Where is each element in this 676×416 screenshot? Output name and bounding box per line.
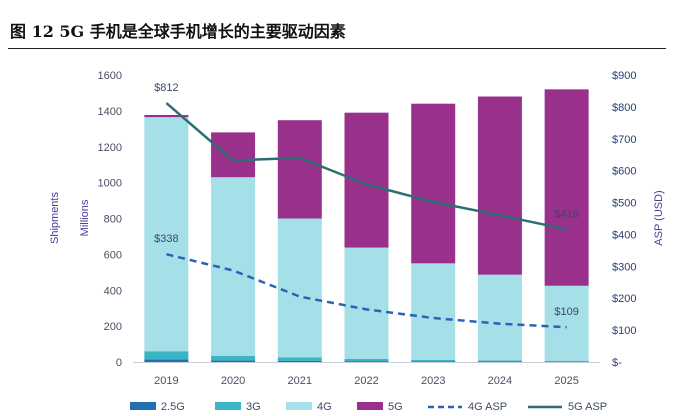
x-tick-label: 2021 (288, 375, 312, 387)
x-tick-label: 2020 (221, 375, 245, 387)
bar-4g-2019 (144, 117, 189, 352)
bar-5g-2020 (211, 132, 256, 178)
bar-4g-2025 (544, 285, 589, 361)
bar-2-5g-2024 (477, 361, 522, 362)
x-tick-label: 2019 (154, 375, 178, 387)
left-tick-label: 600 (104, 249, 122, 261)
bar-3g-2019 (144, 351, 189, 360)
legend-label: 5G ASP (568, 401, 607, 413)
bar-5g-2023 (411, 103, 456, 264)
right-tick-label: $100 (612, 325, 636, 337)
x-tick-label: 2022 (354, 375, 378, 387)
bar-4g-2024 (477, 274, 522, 361)
right-tick-label: $200 (612, 293, 636, 305)
left-tick-label: 1000 (98, 178, 122, 190)
bar-5g-2022 (344, 112, 389, 248)
x-tick-label: 2025 (554, 375, 578, 387)
x-tick-label: 2023 (421, 375, 445, 387)
legend-label: 3G (246, 401, 261, 413)
bar-2-5g-2022 (344, 361, 389, 362)
bar-3g-2025 (544, 360, 589, 362)
legend-label: 2.5G (161, 401, 185, 413)
right-tick-label: $900 (612, 70, 636, 82)
bar-5g-2025 (544, 89, 589, 286)
right-tick-label: $- (612, 357, 622, 369)
right-tick-label: $400 (612, 229, 636, 241)
left-tick-label: 400 (104, 285, 122, 297)
y-axis-title-right: ASP (USD) (653, 190, 665, 245)
bar-2-5g-2020 (211, 360, 256, 362)
bar-5g-2019 (144, 115, 189, 118)
left-tick-label: 800 (104, 214, 122, 226)
right-tick-label: $700 (612, 134, 636, 146)
bar-3g-2022 (344, 358, 389, 362)
right-tick-label: $300 (612, 261, 636, 273)
bar-3g-2021 (277, 357, 322, 361)
data-label: $416 (554, 208, 578, 220)
legend-swatch (286, 402, 312, 410)
bars (144, 89, 589, 362)
axes: 0 200 400 600 800 1000 1200 1400 1600 $- $100 $200 $… (49, 70, 665, 387)
bar-2-5g-2023 (411, 361, 456, 362)
left-tick-label: 200 (104, 321, 122, 333)
y-axis-title-left-2: Millions (79, 199, 91, 236)
data-label: $812 (154, 82, 178, 94)
bar-2-5g-2019 (144, 359, 189, 362)
bar-4g-2021 (277, 218, 322, 358)
legend-swatch (215, 402, 241, 410)
legend-label: 4G ASP (468, 401, 507, 413)
title-rule (8, 48, 666, 49)
legend-swatch (357, 402, 383, 410)
left-tick-label: 1600 (98, 70, 122, 82)
bar-4g-2022 (344, 247, 389, 359)
bar-3g-2024 (477, 360, 522, 362)
right-tick-label: $800 (612, 102, 636, 114)
data-labels: $812 $416 $338 $109 (154, 82, 579, 318)
x-tick-label: 2024 (488, 375, 512, 387)
bar-2-5g-2021 (277, 360, 322, 362)
left-tick-label: 1200 (98, 142, 122, 154)
bar-3g-2020 (211, 355, 256, 361)
right-tick-label: $500 (612, 198, 636, 210)
line-5g-asp (165, 102, 567, 231)
bar-3g-2023 (411, 359, 456, 362)
legend-label: 5G (388, 401, 403, 413)
legend-label: 4G (317, 401, 332, 413)
data-label: $109 (554, 306, 578, 318)
figure-title: 图 12 5G 手机是全球手机增长的主要驱动因素 (10, 22, 346, 41)
y-axis-title-left-1: Shipments (49, 192, 61, 244)
left-tick-label: 0 (116, 357, 122, 369)
legend-swatch (130, 402, 156, 410)
asp-lines (165, 102, 567, 329)
line-4g-asp (166, 252, 567, 329)
legend: 2.5G 3G 4G 5G 4G ASP 5G ASP (130, 401, 607, 413)
bar-4g-2023 (411, 263, 456, 360)
bar-5g-2024 (477, 96, 522, 275)
left-tick-label: 1400 (98, 106, 122, 118)
data-label: $338 (154, 233, 178, 245)
bar-5g-2021 (277, 120, 322, 219)
right-tick-label: $600 (612, 166, 636, 178)
